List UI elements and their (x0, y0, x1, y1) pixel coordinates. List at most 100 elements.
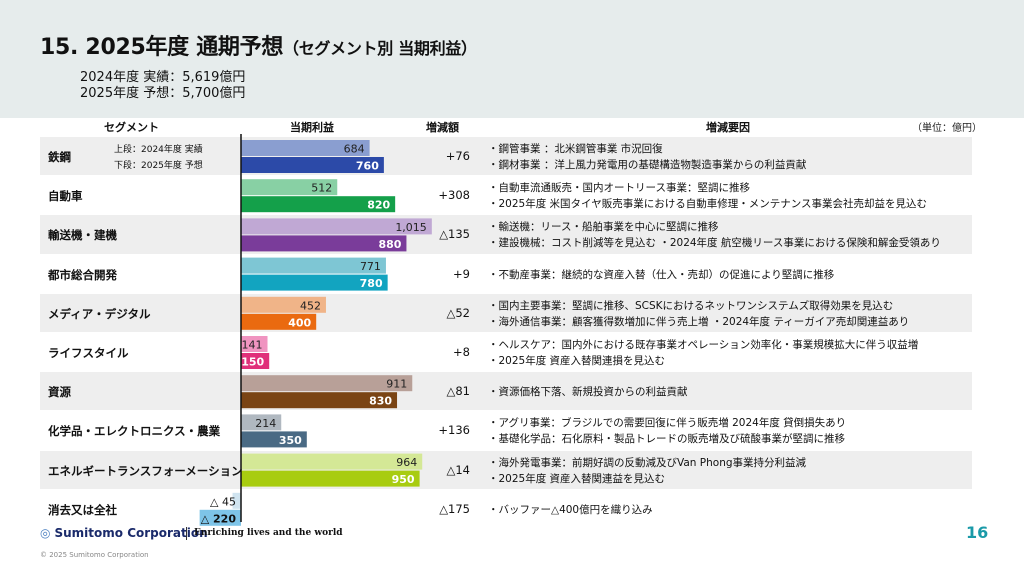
col-header-change: 増減額 (426, 121, 459, 134)
factor-text: ・基礎化学品：石化原料・製品トレードの販売増及び硫酸事業が堅調に推移 (488, 433, 845, 446)
col-header-profit: 当期利益 (290, 121, 334, 134)
bar-curr (241, 353, 270, 369)
segment-name: 鉄鋼 (48, 150, 71, 164)
bar-prev (241, 257, 386, 274)
bar-prev (241, 414, 282, 431)
page-title-suffix: （セグメント別 当期利益） (283, 39, 477, 58)
factor-text: ・輸送機：リース・船舶事業を中心に堅調に推移 (488, 221, 719, 234)
segment-name: ライフスタイル (48, 346, 129, 360)
segment-name: 自動車 (48, 189, 83, 204)
page-number: 16 (966, 523, 989, 542)
segment-name: エネルギートランスフォーメーション (48, 463, 243, 478)
col-header-segment: セグメント (104, 121, 159, 134)
segment-name: 化学品・エレクトロニクス・農業 (48, 424, 221, 439)
row-background (40, 215, 972, 254)
factor-text: ・海外発電事業：前期好調の反動減及びVan Phong事業持分利益減 (488, 456, 807, 469)
bar-label-prev: 684 (344, 143, 365, 156)
bar-label-curr: 760 (356, 160, 379, 173)
bar-curr (241, 157, 384, 173)
bar-prev (241, 140, 370, 156)
factor-text: ・自動車流通販売・国内オートリース事業：堅調に推移 (488, 182, 750, 195)
unit-label: （単位：億円） (912, 123, 982, 134)
bar-label-curr: 830 (369, 395, 392, 408)
bar-label-curr: 880 (378, 238, 401, 251)
segment-name: 輸送機・建機 (48, 228, 117, 243)
bar-label-prev: 452 (300, 299, 321, 312)
bar-label-curr: 950 (392, 473, 415, 486)
bar-label-curr: 150 (241, 356, 264, 369)
change-value: △52 (446, 305, 470, 320)
bar-label-prev: 911 (386, 378, 407, 391)
bar-label-curr: 780 (360, 277, 383, 290)
factor-text: ・2025年度 資産入替関連益を見込む (488, 472, 666, 485)
page-title: 15. 2025年度 通期予想（セグメント別 当期利益） (40, 35, 477, 60)
bar-label-curr: 820 (367, 199, 390, 212)
factor-text: ・鋼材事業 ：洋上風力発電用の基礎構造物製造事業からの利益貢献 (488, 159, 807, 171)
bar-curr (241, 274, 388, 291)
bar-prev (241, 453, 423, 470)
factor-text: ・不動産事業：継続的な資産入替（仕入・売却）の促進により堅調に推移 (488, 268, 835, 281)
logo-mark-icon: ◎ (40, 526, 51, 540)
bar-prev (241, 296, 326, 313)
bar-prev (241, 179, 338, 196)
footer-tagline: Enriching lives and the world (194, 528, 343, 538)
factor-text: ・ヘルスケア：国内外における既存事業オペレーション効率化・事業規模拡大に伴う収益… (488, 339, 919, 351)
factor-text: ・資源価格下落、新規投資からの利益貢献 (488, 386, 688, 399)
change-value: +9 (453, 266, 470, 281)
bar-label-curr: 350 (279, 434, 302, 447)
bar-label-prev: △ 45 (210, 495, 236, 508)
change-value: +8 (453, 345, 470, 359)
bar-curr (199, 509, 241, 526)
change-value: △81 (446, 384, 470, 399)
bar-label-prev: 964 (396, 456, 417, 469)
bar-curr (241, 431, 307, 448)
factor-text: ・2025年度 資産入替関連損を見込む (488, 355, 666, 367)
row-background (40, 372, 972, 411)
change-value: +136 (438, 423, 470, 438)
change-value: +308 (438, 188, 470, 203)
segment-name: 都市総合開発 (48, 267, 117, 282)
bar-prev (232, 492, 241, 509)
legend-prev: 上段：2024年度 実績 (114, 145, 203, 155)
row-background (40, 450, 972, 489)
factor-text: ・鋼管事業 ：北米鋼管事業 市況回復 (488, 143, 663, 155)
legend-curr: 下段：2025年度 予想 (114, 161, 203, 171)
segment-name: 資源 (48, 385, 71, 400)
bar-label-prev: 141 (242, 339, 263, 352)
factor-text: ・建設機械：コスト削減等を見込む ・2024年度 航空機リース事業における保険和… (488, 237, 941, 250)
bar-prev (241, 375, 413, 392)
bar-curr (241, 235, 407, 252)
bar-curr (241, 313, 317, 330)
factor-text: ・アグリ事業：ブラジルでの需要回復に伴う販売増 2024年度 貸倒損失あり (488, 417, 847, 430)
summary-forecast: 2025年度 予想：5,700億円 (80, 86, 246, 101)
factor-text: ・2025年度 米国タイヤ販売事業における自動車修理・メンテナンス事業会社売却益… (488, 198, 928, 211)
factor-text: ・国内主要事業：堅調に推移、SCSKにおけるネットワンシステムズ取得効果を見込む (488, 299, 894, 312)
bar-prev (241, 218, 432, 235)
factor-text: ・バッファー△400億円を織り込み (488, 503, 653, 516)
row-background (40, 137, 972, 176)
bar-label-curr: 400 (288, 316, 311, 329)
summary-actual: 2024年度 実績：5,619億円 (80, 70, 246, 85)
change-value: +76 (445, 149, 470, 163)
bar-label-prev: 771 (360, 260, 381, 273)
bar-label-prev: 512 (311, 182, 332, 195)
change-value: △175 (439, 501, 470, 516)
footer-divider (186, 527, 187, 540)
header-band (0, 0, 1024, 118)
bar-curr (241, 196, 396, 213)
bar-prev (241, 336, 268, 352)
bar-label-prev: 214 (255, 417, 276, 430)
row-background (40, 293, 972, 332)
col-header-factors: 増減要因 (706, 121, 750, 134)
bar-curr (241, 392, 398, 409)
change-value: △14 (446, 462, 470, 477)
bar-label-prev: 1,015 (395, 221, 427, 234)
segment-name: 消去又は全社 (48, 502, 117, 517)
bar-curr (241, 470, 420, 487)
copyright: © 2025 Sumitomo Corporation (40, 551, 149, 559)
bar-label-curr: △ 220 (201, 512, 237, 525)
segment-name: メディア・デジタル (48, 306, 151, 321)
company-logo: ◎ Sumitomo Corporation (40, 526, 208, 540)
factor-text: ・海外通信事業：顧客獲得数増加に伴う売上増 ・2024年度 ティーガイア売却関連… (488, 315, 910, 328)
